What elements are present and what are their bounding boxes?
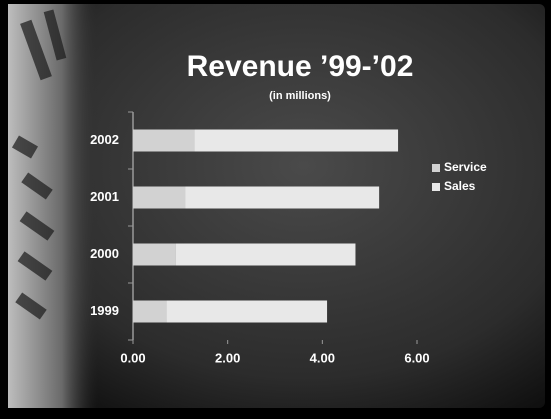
legend-label: Service	[444, 160, 487, 174]
y-tick-label: 2000	[90, 246, 119, 261]
legend-marker	[432, 183, 440, 191]
gear-decoration	[11, 9, 67, 320]
x-tick-label: 6.00	[404, 350, 429, 365]
bar-segment	[133, 300, 167, 323]
x-tick-label: 4.00	[310, 350, 335, 365]
legend-label: Sales	[444, 179, 476, 193]
chart-title: Revenue ’99-’02	[187, 50, 414, 83]
y-tick-label: 2002	[90, 132, 119, 147]
x-tick-label: 2.00	[215, 350, 240, 365]
bar-segment	[194, 129, 399, 152]
bar-segment	[166, 300, 328, 323]
y-tick-label: 2001	[90, 189, 119, 204]
bar-segment	[185, 186, 380, 209]
legend-marker	[432, 164, 440, 172]
bar-segment	[133, 129, 195, 152]
bar-segment	[133, 186, 186, 209]
bar-segment	[133, 243, 176, 266]
side-image	[8, 4, 98, 408]
bar-segment	[175, 243, 356, 266]
x-tick-label: 0.00	[120, 350, 145, 365]
chart-subtitle: (in millions)	[269, 90, 331, 102]
y-tick-label: 1999	[90, 303, 119, 318]
